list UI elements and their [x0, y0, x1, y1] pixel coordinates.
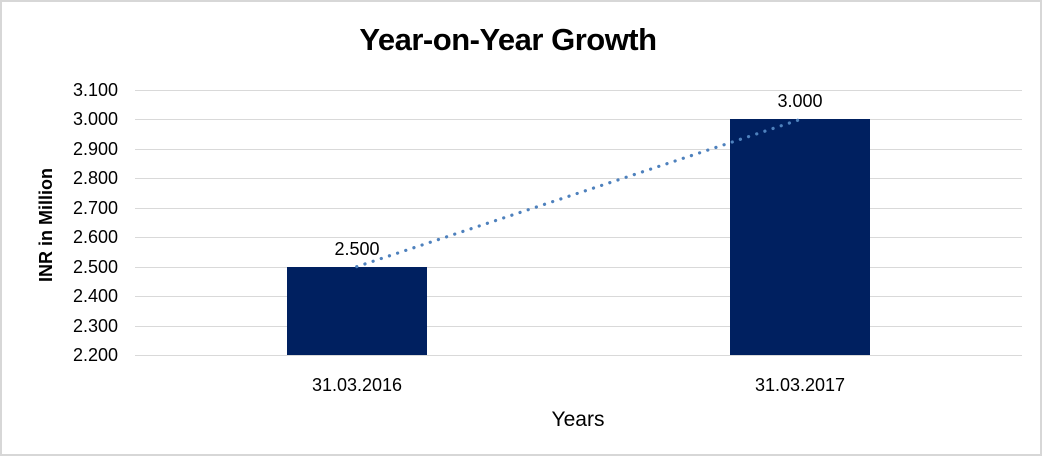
gridline — [135, 119, 1022, 120]
gridline — [135, 149, 1022, 150]
y-tick-label: 2.600 — [72, 227, 118, 247]
data-label: 2.500 — [334, 239, 380, 259]
gridline — [135, 326, 1022, 327]
y-tick-label: 2.400 — [72, 286, 118, 306]
y-tick-label: 2.800 — [72, 168, 118, 188]
gridline — [135, 237, 1022, 238]
y-tick-label: 3.100 — [72, 80, 118, 100]
x-axis-title: Years — [551, 408, 605, 431]
gridline — [135, 355, 1022, 356]
y-tick-label: 2.900 — [72, 139, 118, 159]
y-tick-label: 3.000 — [72, 109, 118, 129]
x-tick-label: 31.03.2016 — [311, 375, 403, 395]
y-tick-label: 2.200 — [72, 345, 118, 365]
gridline — [135, 296, 1022, 297]
bar — [730, 119, 870, 355]
bar — [287, 267, 427, 355]
gridline — [135, 267, 1022, 268]
gridline — [135, 208, 1022, 209]
y-tick-label: 2.500 — [72, 257, 118, 277]
chart-title: Year-on-Year Growth — [359, 22, 657, 57]
y-tick-label: 2.700 — [72, 198, 118, 218]
gridline — [135, 90, 1022, 91]
x-tick-label: 31.03.2017 — [754, 375, 846, 395]
y-tick-label: 2.300 — [72, 316, 118, 336]
gridline — [135, 178, 1022, 179]
data-label: 3.000 — [777, 91, 823, 111]
